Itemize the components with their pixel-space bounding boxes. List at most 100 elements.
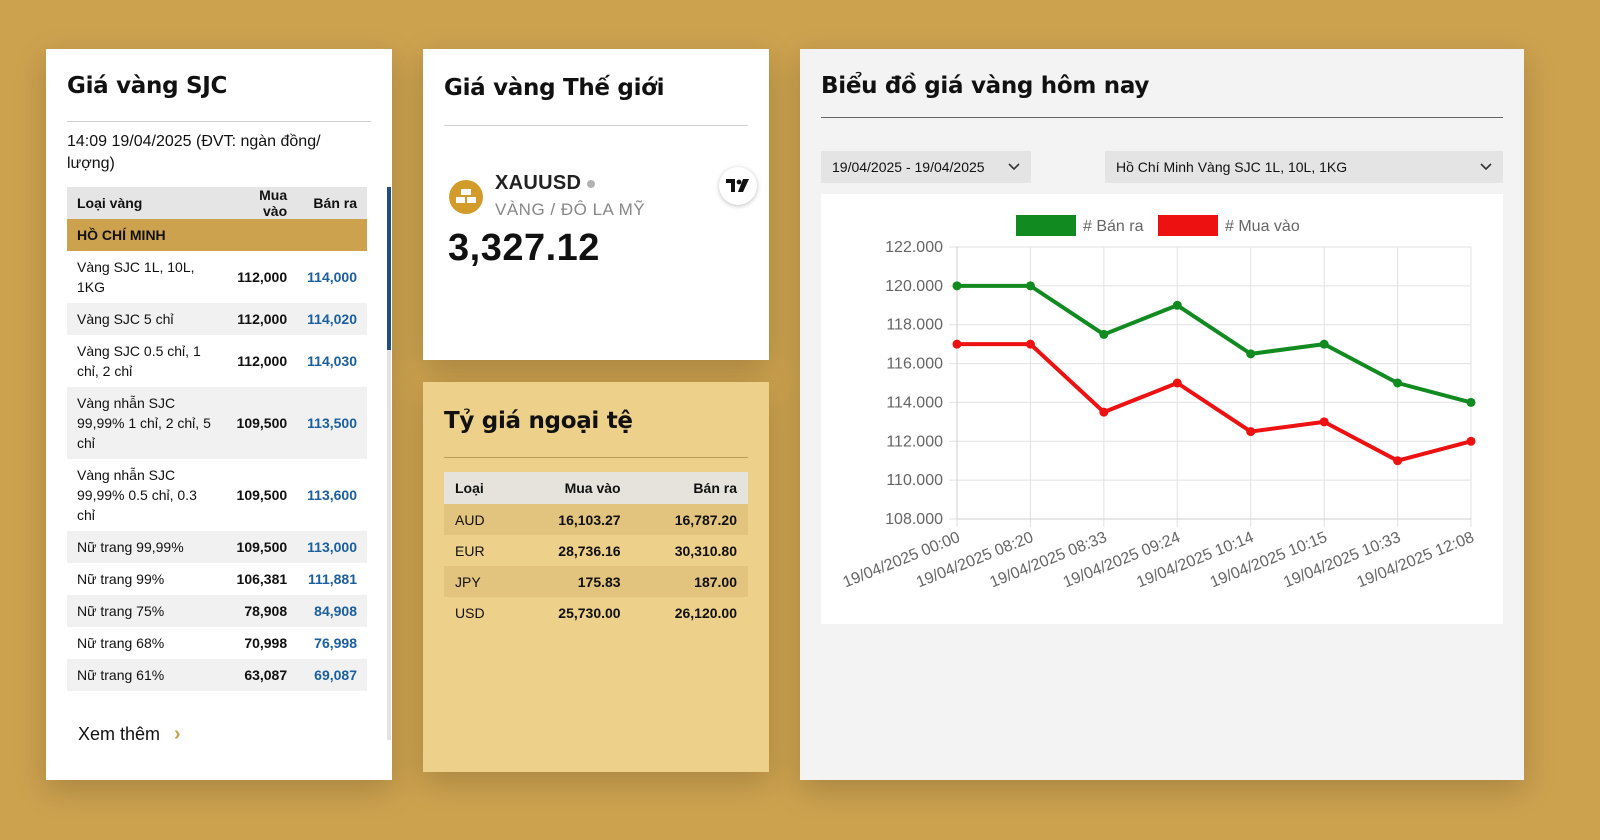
buy-price-cell: 112,000 xyxy=(237,269,288,285)
ticker-symbol[interactable]: XAUUSD xyxy=(495,172,596,195)
ticker-description: VÀNG / ĐÔ LA MỸ xyxy=(495,200,646,219)
gold-type-cell: Vàng nhẫn SJC 99,99% 1 chỉ, 2 chỉ, 5 chỉ xyxy=(67,387,225,459)
divider xyxy=(444,457,748,458)
data-point xyxy=(1393,378,1403,388)
sell-price-cell: 69,087 xyxy=(297,659,367,691)
col-buy-header: Mua vào xyxy=(515,472,632,504)
col-sell-header: Bán ra xyxy=(631,472,748,504)
buy-price-cell: 112,000 xyxy=(224,303,298,335)
buy-rate-cell: 25,730.00 xyxy=(558,604,621,621)
col-sell-header: Bán ra xyxy=(297,187,367,219)
buy-price-cell: 109,500 xyxy=(236,487,288,503)
table-row: AUD 16,103.27 16,787.20 xyxy=(444,504,748,535)
sjc-price-table: Loại vàng Mua vào Bán ra HỒ CHÍ MINH Vàn… xyxy=(67,187,367,691)
divider xyxy=(821,117,1503,118)
table-row: Nữ trang 75% 78,908 84,908 xyxy=(67,595,367,627)
data-point xyxy=(1172,378,1182,388)
buy-price-cell: 109,500 xyxy=(224,387,298,459)
sjc-gold-card: Giá vàng SJC 14:09 19/04/2025 (ĐVT: ngàn… xyxy=(46,49,392,780)
region-name: HỒ CHÍ MINH xyxy=(67,219,367,251)
data-point xyxy=(1319,339,1329,349)
gold-type-cell: Nữ trang 68% xyxy=(77,635,165,651)
currency-code-cell: AUD xyxy=(444,504,516,535)
gold-type-cell: Nữ trang 75% xyxy=(67,595,225,627)
table-row: Nữ trang 99,99% 109,500 113,000 xyxy=(67,531,367,563)
gold-type-cell: Nữ trang 99,99% xyxy=(67,531,225,563)
see-more-link[interactable]: Xem thêm › xyxy=(78,723,181,746)
data-point xyxy=(1246,349,1256,359)
currency-code-cell: USD xyxy=(455,604,485,621)
currency-code-cell: JPY xyxy=(444,566,516,597)
chart-svg: 122.000 120.000 118.000 116.000 114.000 112.0… xyxy=(841,215,1477,591)
table-row: Vàng nhẫn SJC 99,99% 0.5 chỉ, 0.3 chỉ 109… xyxy=(67,459,367,531)
sjc-table-scroll[interactable]: Loại vàng Mua vào Bán ra HỒ CHÍ MINH Vàn… xyxy=(67,187,367,740)
y-tick-label: 116.000 xyxy=(886,356,943,373)
buy-price-cell: 63,087 xyxy=(224,659,298,691)
line-chart[interactable]: 122.000 120.000 118.000 116.000 114.000 112.0… xyxy=(821,194,1503,624)
table-header-row: Loại Mua vào Bán ra xyxy=(444,472,748,504)
series-line-ban-ra xyxy=(957,283,1472,405)
col-buy-header: Mua vào xyxy=(224,187,298,219)
sell-price-cell: 113,600 xyxy=(307,487,357,503)
table-row: Vàng SJC 1L, 10L, 1KG 112,000 114,000 xyxy=(67,251,367,303)
exchange-rate-card: Tỷ giá ngoại tệ Loại Mua vào Bán ra AUD 1… xyxy=(423,382,769,772)
data-point xyxy=(1099,329,1109,339)
buy-price-cell: 106,381 xyxy=(236,571,288,587)
status-dot-icon xyxy=(587,179,596,188)
region-row: HỒ CHÍ MINH xyxy=(67,219,367,251)
data-point xyxy=(1393,456,1403,466)
legend-label: # Bán ra xyxy=(1083,218,1144,235)
y-tick-label: 108.000 xyxy=(885,511,943,528)
y-tick-label: 122.000 xyxy=(885,239,943,256)
data-point xyxy=(1025,339,1035,349)
gold-type-cell: Vàng SJC 5 chỉ xyxy=(67,303,225,335)
table-header-row: Loại vàng Mua vào Bán ra xyxy=(67,187,367,219)
world-gold-card: Giá vàng Thế giới XAUUSD VÀNG / ĐÔ LA MỸ… xyxy=(423,49,769,360)
chart-title: Biểu đồ giá vàng hôm nay xyxy=(821,73,1150,99)
date-range-select[interactable]: 19/04/2025 - 19/04/2025 xyxy=(821,151,1031,183)
data-point xyxy=(1099,407,1109,417)
chevron-down-icon xyxy=(1480,163,1492,171)
sell-rate-cell: 187.00 xyxy=(631,566,748,597)
date-range-value: 19/04/2025 - 19/04/2025 xyxy=(832,159,985,175)
table-row: JPY 175.83 187.00 xyxy=(444,566,748,597)
gold-type-cell: Vàng SJC 0.5 chỉ, 1 chỉ, 2 chỉ xyxy=(77,343,201,379)
tradingview-logo-icon[interactable] xyxy=(719,167,757,205)
sjc-title: Giá vàng SJC xyxy=(67,73,228,99)
y-tick-label: 120.000 xyxy=(885,278,943,295)
sjc-scrollbar[interactable] xyxy=(387,187,391,740)
table-row: USD 25,730.00 26,120.00 xyxy=(444,597,748,628)
chevron-down-icon xyxy=(1008,163,1020,171)
table-row: Vàng SJC 0.5 chỉ, 1 chỉ, 2 chỉ 112,000 114… xyxy=(67,335,367,387)
gold-bars-icon xyxy=(449,180,483,214)
world-title: Giá vàng Thế giới xyxy=(444,75,665,101)
buy-price-cell: 78,908 xyxy=(224,595,298,627)
data-point xyxy=(1172,300,1182,310)
sjc-updated-time: 14:09 19/04/2025 (ĐVT: ngàn đồng/ lượng) xyxy=(67,133,321,172)
data-point xyxy=(1025,281,1035,291)
table-row: Nữ trang 61% 63,087 69,087 xyxy=(67,659,367,691)
data-point xyxy=(952,281,962,291)
divider xyxy=(67,121,371,122)
y-tick-label: 114.000 xyxy=(886,394,943,411)
sell-price-cell: 84,908 xyxy=(297,595,367,627)
see-more-label: Xem thêm xyxy=(78,724,161,744)
col-type-header: Loại xyxy=(444,472,516,504)
col-type-header: Loại vàng xyxy=(67,187,225,219)
divider xyxy=(444,125,748,126)
gold-type-cell: Nữ trang 61% xyxy=(67,659,225,691)
data-point xyxy=(1466,397,1476,407)
region-product-select[interactable]: Hồ Chí Minh Vàng SJC 1L, 10L, 1KG xyxy=(1105,151,1503,183)
data-point xyxy=(1246,427,1256,437)
world-gold-price: 3,327.12 xyxy=(448,227,600,269)
legend-swatch xyxy=(1016,215,1076,236)
scrollbar-thumb[interactable] xyxy=(387,187,391,350)
sell-rate-cell: 30,310.80 xyxy=(674,542,737,559)
data-point xyxy=(1466,436,1476,446)
table-row: EUR 28,736.16 30,310.80 xyxy=(444,535,748,566)
gold-type-cell: Vàng nhẫn SJC 99,99% 0.5 chỉ, 0.3 chỉ xyxy=(77,467,197,523)
gold-type-cell: Vàng SJC 1L, 10L, 1KG xyxy=(77,259,195,295)
fx-table: Loại Mua vào Bán ra AUD 16,103.27 16,787.2… xyxy=(444,472,748,628)
sell-price-cell: 114,020 xyxy=(297,303,367,335)
buy-rate-cell: 28,736.16 xyxy=(558,542,621,559)
